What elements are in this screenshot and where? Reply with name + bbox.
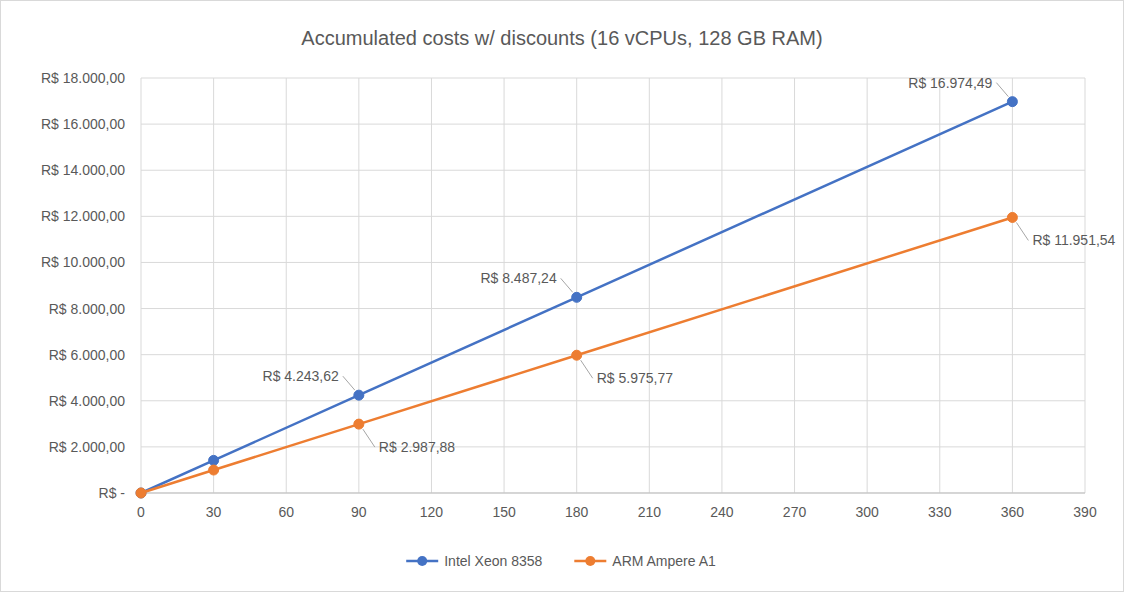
- x-grid-line: [286, 78, 287, 493]
- grid: [141, 78, 1085, 493]
- data-label: R$ 5.975,77: [597, 370, 673, 386]
- series-marker: [354, 390, 364, 400]
- x-grid-line: [939, 78, 940, 493]
- y-grid-line: [141, 170, 1085, 171]
- y-tick-label: R$ -: [99, 485, 126, 501]
- x-tick-label: 60: [278, 504, 294, 520]
- legend-label: ARM Ampere A1: [612, 553, 716, 569]
- y-tick-label: R$ 12.000,00: [41, 208, 125, 224]
- y-tick-label: R$ 6.000,00: [49, 347, 125, 363]
- x-tick-label: 270: [783, 504, 807, 520]
- data-label: R$ 4.243,62: [263, 368, 339, 384]
- x-grid-line: [358, 78, 359, 493]
- x-tick-label: 150: [492, 504, 516, 520]
- legend-marker: [417, 556, 427, 566]
- y-grid-line: [141, 124, 1085, 125]
- x-grid-line: [721, 78, 722, 493]
- x-tick-label: 390: [1073, 504, 1097, 520]
- x-tick-label: 0: [137, 504, 145, 520]
- series-line: [141, 217, 1012, 493]
- y-tick-label: R$ 4.000,00: [49, 393, 125, 409]
- y-grid-line: [141, 354, 1085, 355]
- series-marker: [136, 488, 146, 498]
- label-leader: [581, 360, 593, 378]
- x-tick-label: 300: [855, 504, 879, 520]
- y-tick-label: R$ 14.000,00: [41, 162, 125, 178]
- x-grid-line: [431, 78, 432, 493]
- label-leader: [343, 376, 355, 390]
- label-leader: [363, 429, 375, 447]
- y-grid-line: [141, 400, 1085, 401]
- series-marker: [209, 455, 219, 465]
- y-tick-label: R$ 16.000,00: [41, 116, 125, 132]
- x-grid-line: [1012, 78, 1013, 493]
- x-tick-label: 180: [565, 504, 589, 520]
- x-grid-line: [576, 78, 577, 493]
- x-grid-line: [649, 78, 650, 493]
- x-axis-line: [141, 493, 1085, 494]
- x-tick-label: 330: [928, 504, 952, 520]
- x-tick-label: 90: [351, 504, 367, 520]
- data-labels: R$ 4.243,62 R$ 8.487,24 R$ 16.974,49 R$ 2.9…: [263, 75, 1116, 455]
- x-tick-label: 210: [638, 504, 662, 520]
- x-tick-label: 30: [206, 504, 222, 520]
- label-leader: [561, 278, 573, 292]
- data-label: R$ 16.974,49: [908, 75, 992, 91]
- label-leader: [996, 83, 1008, 97]
- y-tick-label: R$ 2.000,00: [49, 439, 125, 455]
- series-marker: [136, 488, 146, 498]
- legend-label: Intel Xeon 8358: [444, 553, 542, 569]
- x-grid-line: [141, 78, 142, 493]
- x-tick-label: 360: [1001, 504, 1025, 520]
- legend-marker: [585, 556, 595, 566]
- series-marker: [572, 292, 582, 302]
- legend: Intel Xeon 8358 ARM Ampere A1: [406, 553, 716, 569]
- chart: Accumulated costs w/ discounts (16 vCPUs…: [0, 0, 1124, 592]
- x-grid-line: [867, 78, 868, 493]
- x-grid-line: [213, 78, 214, 493]
- y-tick-label: R$ 10.000,00: [41, 254, 125, 270]
- x-tick-label: 120: [420, 504, 444, 520]
- label-leader: [1016, 222, 1028, 240]
- x-grid-line: [1085, 78, 1086, 493]
- y-tick-label: R$ 18.000,00: [41, 70, 125, 86]
- y-grid-line: [141, 308, 1085, 309]
- y-grid-line: [141, 216, 1085, 217]
- chart-background: [1, 1, 1124, 592]
- y-grid-line: [141, 493, 1085, 494]
- title: Accumulated costs w/ discounts (16 vCPUs…: [301, 27, 822, 49]
- x-tick-label: 240: [710, 504, 734, 520]
- data-label: R$ 2.987,88: [379, 439, 455, 455]
- plot-area: [136, 97, 1017, 498]
- y-tick-label: R$ 8.000,00: [49, 301, 125, 317]
- series-line: [141, 102, 1012, 493]
- series-marker: [354, 419, 364, 429]
- data-label: R$ 8.487,24: [480, 270, 556, 286]
- series-marker: [572, 350, 582, 360]
- series-marker: [1007, 97, 1017, 107]
- series-marker: [1007, 212, 1017, 222]
- data-label: R$ 11.951,54: [1032, 232, 1115, 248]
- series-marker: [209, 465, 219, 475]
- y-grid-line: [141, 262, 1085, 263]
